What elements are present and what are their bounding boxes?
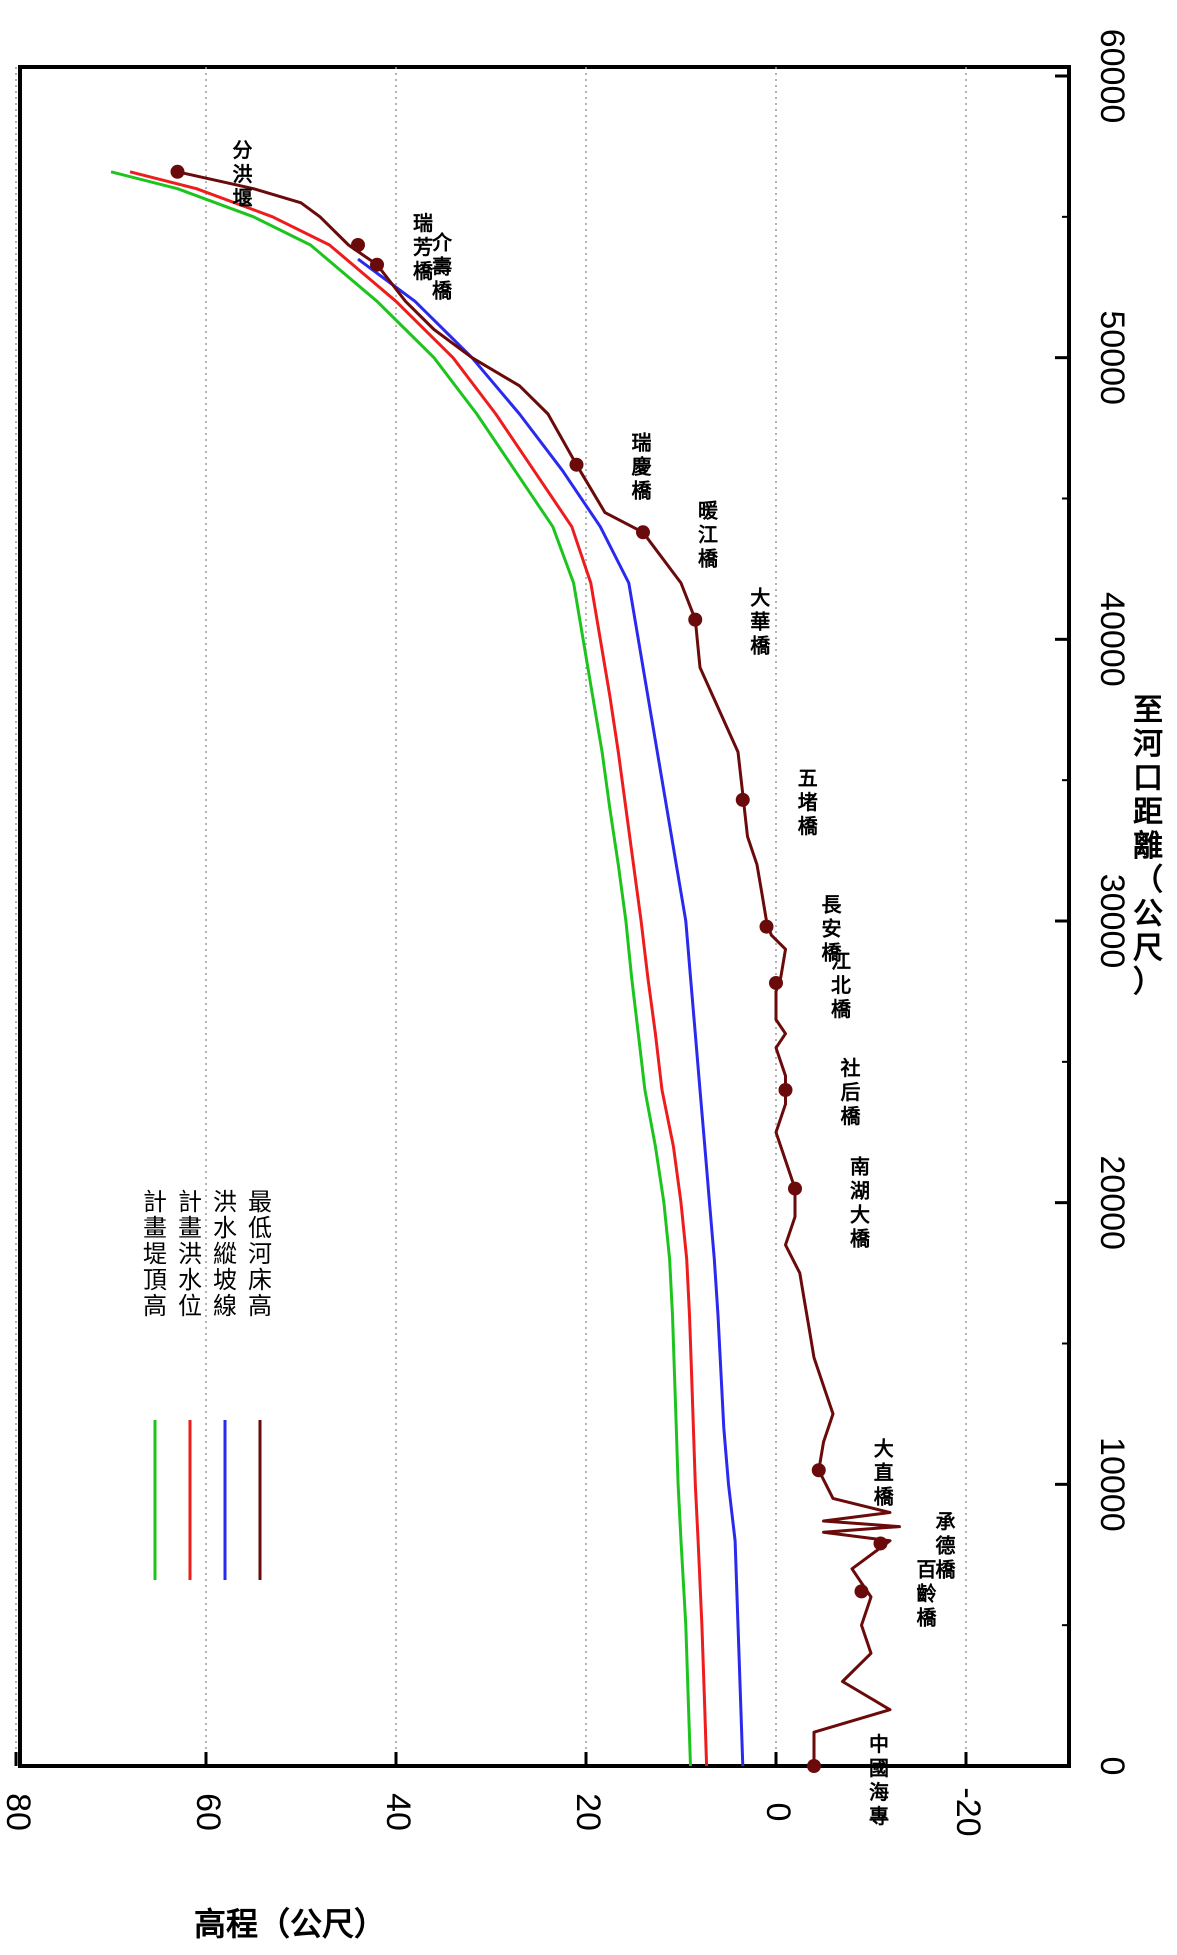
bridge-label: 瑞芳橋 bbox=[413, 211, 434, 283]
bridge-marker bbox=[854, 1584, 869, 1599]
bridge-label: 暖江橋 bbox=[698, 498, 719, 570]
y-tick-label: 40 bbox=[379, 1793, 417, 1831]
bridge-label: 分洪堰 bbox=[233, 138, 253, 210]
bridge-marker bbox=[759, 919, 774, 934]
series-line bbox=[129, 170, 709, 1767]
y-tick-label: 20 bbox=[569, 1793, 607, 1831]
y-tick-label: 0 bbox=[759, 1803, 797, 1822]
bridge-label: 大華橋 bbox=[750, 586, 771, 658]
bridge-marker bbox=[735, 792, 750, 807]
bridge-label: 五堵橋 bbox=[798, 766, 819, 838]
y-tick-label: 80 bbox=[0, 1793, 37, 1831]
x-tick-label: 0 bbox=[1093, 1757, 1131, 1776]
x-tick-label: 60000 bbox=[1093, 29, 1131, 124]
bridge-marker bbox=[811, 1463, 826, 1478]
x-tick-label: 50000 bbox=[1093, 310, 1131, 405]
axis-labels: 至河口距離（公尺） 高程（公尺） bbox=[194, 693, 1163, 1943]
series-line bbox=[110, 170, 692, 1767]
bridge-marker bbox=[170, 164, 185, 179]
bridge-label: 大直橋 bbox=[874, 1436, 895, 1508]
x-tick-label: 20000 bbox=[1093, 1155, 1131, 1250]
bridge-marker bbox=[807, 1759, 821, 1773]
grid-lines bbox=[15, 67, 967, 1766]
bridge-marker bbox=[351, 238, 365, 252]
bridge-marker bbox=[636, 525, 650, 540]
legend-label: 計畫洪水位 bbox=[178, 1188, 202, 1320]
bridge-marker bbox=[769, 975, 783, 990]
legend-label: 計畫堤頂高 bbox=[143, 1188, 167, 1320]
bridge-label: 瑞慶橋 bbox=[632, 431, 653, 503]
bridge-label: 江北橋 bbox=[831, 949, 852, 1021]
bridge-marker bbox=[569, 457, 584, 472]
y-axis-label: 高程（公尺） bbox=[194, 1905, 386, 1943]
series-line bbox=[357, 257, 745, 1767]
x-tick-label: 30000 bbox=[1093, 874, 1131, 969]
bridge-label: 中國海專 bbox=[869, 1732, 889, 1828]
y-tick-label: -20 bbox=[949, 1787, 987, 1836]
x-tick-label: 40000 bbox=[1093, 592, 1131, 687]
bridge-label: 承德橋 bbox=[936, 1509, 957, 1581]
bridge-marker bbox=[873, 1536, 888, 1551]
plot-frame bbox=[18, 65, 1071, 1768]
series-lines bbox=[110, 170, 901, 1767]
bridge-label: 社后橋 bbox=[840, 1056, 862, 1128]
y-tick-label: 60 bbox=[189, 1793, 227, 1831]
bridge-label: 南湖大橋 bbox=[850, 1155, 871, 1251]
bridge-marker bbox=[788, 1181, 802, 1196]
legend-label: 最低河床高 bbox=[248, 1188, 272, 1320]
x-axis-label: 至河口距離（公尺） bbox=[1133, 693, 1163, 1000]
axis-ticks: 0 10000 20000 30000 40000 50000 60000 -20 0 20 40 6… bbox=[0, 29, 1131, 1837]
series-line bbox=[177, 170, 901, 1766]
bridge-marker bbox=[370, 257, 384, 272]
bridge-label: 百齡橋 bbox=[917, 1557, 938, 1629]
bridge-marker bbox=[778, 1083, 793, 1097]
bridge-marker bbox=[688, 612, 703, 627]
bridge-label: 介壽橋 bbox=[431, 231, 453, 303]
bridge-label: 長安橋 bbox=[822, 893, 843, 965]
legend-label: 洪水縱坡線 bbox=[213, 1188, 237, 1320]
x-tick-label: 10000 bbox=[1093, 1437, 1131, 1532]
